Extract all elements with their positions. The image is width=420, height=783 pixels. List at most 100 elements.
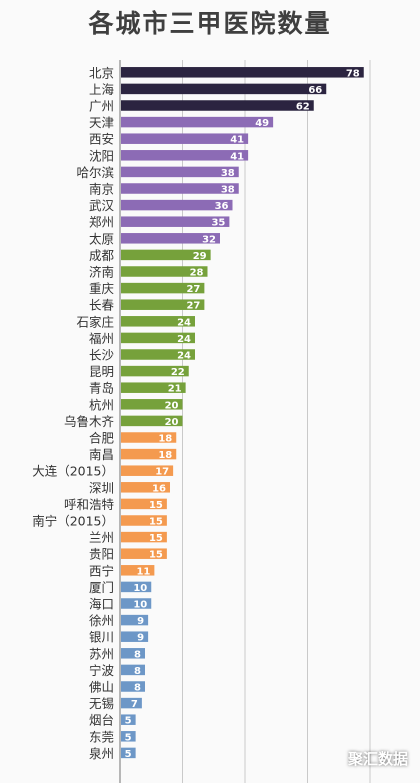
data-label: 10 [133, 600, 147, 611]
bar [121, 100, 314, 111]
data-label: 11 [136, 566, 150, 577]
bar [121, 166, 239, 178]
bar [121, 631, 149, 642]
bar [121, 116, 274, 128]
data-label: 36 [215, 201, 229, 212]
data-label: 5 [125, 749, 132, 760]
data-label: 15 [149, 550, 163, 561]
data-label: 7 [131, 699, 138, 710]
category-label: 北京 [89, 65, 114, 80]
data-label: 9 [137, 616, 144, 627]
category-label: 哈尔滨 [76, 165, 114, 180]
data-label: 17 [155, 467, 169, 478]
bar [121, 515, 167, 526]
data-label: 24 [177, 334, 191, 345]
category-label: 沈阳 [89, 148, 114, 163]
category-label: 西安 [89, 132, 114, 147]
data-label: 41 [230, 135, 244, 146]
bar [121, 249, 211, 261]
bar [121, 349, 195, 360]
category-label: 成都 [89, 248, 115, 263]
data-label: 38 [221, 168, 235, 179]
bar [121, 681, 145, 692]
bar [121, 664, 145, 676]
category-label: 徐州 [89, 613, 114, 628]
data-label: 66 [308, 85, 322, 96]
bar [121, 465, 174, 476]
category-label: 石家庄 [76, 314, 114, 329]
category-label: 烟台 [89, 713, 114, 728]
bar [121, 697, 142, 709]
bar [121, 150, 249, 161]
bar [121, 199, 233, 211]
category-label: 厦门 [89, 580, 114, 595]
data-label: 5 [125, 732, 132, 743]
data-label: 21 [168, 384, 182, 395]
bar [121, 498, 167, 510]
data-label: 32 [202, 234, 216, 245]
category-label: 南昌 [89, 447, 114, 462]
category-label: 昆明 [89, 364, 114, 379]
category-label: 福州 [89, 331, 114, 346]
category-label: 天津 [89, 115, 114, 130]
category-label: 广州 [89, 99, 114, 114]
category-label: 深圳 [89, 480, 114, 495]
bar [121, 83, 327, 95]
category-label: 济南 [89, 265, 114, 280]
bar [121, 282, 205, 294]
data-label: 35 [211, 218, 225, 229]
category-label: 郑州 [89, 215, 114, 230]
data-label: 8 [134, 649, 141, 660]
bar [121, 133, 249, 144]
bar [121, 299, 205, 310]
bar [121, 747, 136, 759]
bar [121, 482, 170, 493]
bar [121, 598, 152, 609]
category-label: 贵阳 [89, 547, 114, 562]
data-label: 20 [165, 400, 179, 411]
category-label: 武汉 [89, 198, 115, 213]
category-label: 东莞 [89, 729, 114, 744]
category-label: 太原 [89, 231, 114, 246]
category-label: 南宁（2015） [32, 514, 114, 529]
data-label: 10 [133, 583, 147, 594]
data-label: 8 [134, 683, 141, 694]
category-label: 合肥 [89, 431, 115, 446]
category-label: 南京 [89, 182, 114, 197]
data-label: 24 [177, 351, 191, 362]
data-label: 38 [221, 185, 235, 196]
data-label: 18 [158, 450, 172, 461]
category-label: 杭州 [89, 397, 114, 412]
data-label: 15 [149, 500, 163, 511]
data-label: 18 [158, 434, 172, 445]
category-label: 呼和浩特 [64, 497, 114, 512]
data-label: 78 [346, 68, 360, 79]
category-label: 银川 [89, 630, 114, 645]
bar [121, 382, 186, 393]
bar [121, 548, 167, 559]
category-label: 宁波 [89, 663, 115, 678]
watermark-text: 聚汇数据 [347, 750, 408, 768]
bar [121, 565, 155, 576]
bar [121, 714, 136, 725]
bar [121, 67, 364, 78]
category-label: 无锡 [89, 696, 114, 711]
data-label: 8 [134, 666, 141, 677]
category-label: 青岛 [89, 381, 114, 396]
data-label: 49 [255, 118, 269, 129]
category-label: 长沙 [89, 348, 115, 363]
bar [121, 581, 152, 593]
bar [121, 614, 149, 626]
bar [121, 233, 220, 244]
bar [121, 648, 145, 659]
data-label: 62 [296, 102, 310, 113]
bar [121, 448, 177, 460]
category-label: 西宁 [89, 563, 114, 578]
category-label: 苏州 [89, 646, 114, 661]
data-label: 27 [186, 301, 200, 312]
category-label: 重庆 [89, 281, 115, 296]
data-label: 29 [193, 251, 207, 262]
category-label: 上海 [89, 82, 115, 97]
data-label: 24 [177, 317, 191, 328]
